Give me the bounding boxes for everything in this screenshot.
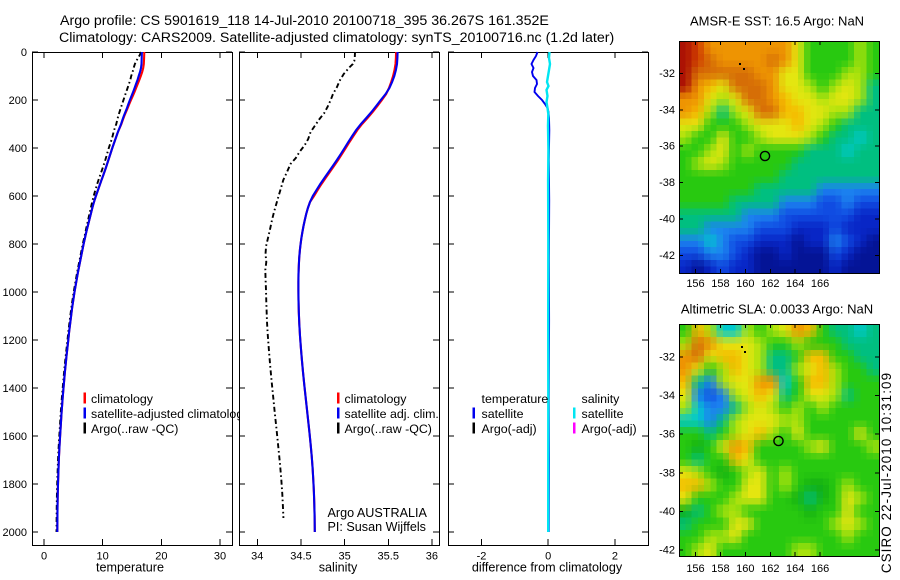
svg-text:158: 158: [711, 278, 729, 290]
svg-text:2: 2: [612, 551, 618, 563]
svg-text:35: 35: [338, 551, 350, 563]
svg-text:Argo(-adj): Argo(-adj): [582, 422, 637, 436]
svg-text:Altimetric SLA: 0.0033 Argo: N: Altimetric SLA: 0.0033 Argo: NaN: [681, 302, 873, 317]
svg-text:0: 0: [545, 551, 551, 563]
svg-text:0: 0: [41, 551, 47, 563]
svg-text:10: 10: [97, 551, 109, 563]
svg-text:-32: -32: [659, 352, 675, 364]
svg-text:1800: 1800: [3, 479, 27, 491]
svg-text:Argo(..raw -QC): Argo(..raw -QC): [91, 422, 178, 436]
svg-text:salinity: salinity: [319, 561, 358, 575]
svg-text:1200: 1200: [3, 335, 27, 347]
svg-text:162: 162: [761, 563, 779, 575]
svg-text:-40: -40: [659, 213, 675, 225]
svg-text:-2: -2: [477, 551, 487, 563]
svg-text:climatology: climatology: [345, 392, 408, 406]
svg-text:Argo(..raw -QC): Argo(..raw -QC): [345, 422, 432, 436]
svg-text:164: 164: [786, 278, 804, 290]
svg-text:-40: -40: [659, 506, 675, 518]
svg-text:0: 0: [21, 47, 27, 59]
svg-text:AMSR-E SST: 16.5 Argo: NaN: AMSR-E SST: 16.5 Argo: NaN: [690, 14, 864, 29]
svg-text:PI: Susan Wijffels: PI: Susan Wijffels: [328, 520, 426, 534]
svg-text:166: 166: [811, 563, 829, 575]
svg-text:satellite adj. clim.: satellite adj. clim.: [345, 407, 439, 421]
svg-text:34.5: 34.5: [290, 551, 311, 563]
svg-text:Argo AUSTRALIA: Argo AUSTRALIA: [328, 506, 428, 520]
svg-text:34: 34: [251, 551, 263, 563]
svg-text:160: 160: [736, 278, 754, 290]
svg-text:35.5: 35.5: [378, 551, 399, 563]
svg-text:-36: -36: [659, 141, 675, 153]
svg-text:-38: -38: [659, 177, 675, 189]
svg-text:30: 30: [214, 551, 226, 563]
svg-text:-42: -42: [659, 545, 675, 557]
svg-text:satellite: satellite: [582, 407, 624, 421]
svg-text:20: 20: [155, 551, 167, 563]
svg-text:Argo(-adj): Argo(-adj): [482, 422, 537, 436]
svg-text:158: 158: [711, 563, 729, 575]
svg-text:200: 200: [9, 95, 27, 107]
svg-text:difference from climatology: difference from climatology: [472, 561, 623, 575]
svg-text:400: 400: [9, 143, 27, 155]
svg-text:temperature: temperature: [482, 392, 549, 406]
svg-text:-42: -42: [659, 250, 675, 262]
svg-text:-34: -34: [659, 104, 675, 116]
svg-text:-36: -36: [659, 429, 675, 441]
svg-text:164: 164: [786, 563, 804, 575]
svg-text:1000: 1000: [3, 287, 27, 299]
svg-text:climatology: climatology: [91, 392, 154, 406]
svg-text:CSIRO 22-Jul-2010 10:31:09: CSIRO 22-Jul-2010 10:31:09: [879, 372, 894, 573]
svg-text:160: 160: [736, 563, 754, 575]
svg-text:1400: 1400: [3, 383, 27, 395]
svg-text:162: 162: [761, 278, 779, 290]
svg-text:600: 600: [9, 191, 27, 203]
svg-text:-34: -34: [659, 390, 675, 402]
svg-text:satellite-adjusted climatology: satellite-adjusted climatology: [91, 407, 250, 421]
svg-text:156: 156: [686, 278, 704, 290]
svg-text:satellite: satellite: [482, 407, 524, 421]
svg-text:Argo profile: CS 5901619_118 1: Argo profile: CS 5901619_118 14-Jul-2010…: [60, 13, 549, 29]
svg-text:800: 800: [9, 239, 27, 251]
svg-text:-32: -32: [659, 68, 675, 80]
svg-text:temperature: temperature: [96, 561, 164, 575]
svg-text:36: 36: [426, 551, 438, 563]
svg-text:156: 156: [686, 563, 704, 575]
svg-text:Climatology: CARS2009. Satelli: Climatology: CARS2009. Satellite-adjuste…: [59, 30, 614, 46]
svg-text:166: 166: [811, 278, 829, 290]
svg-text:1600: 1600: [3, 431, 27, 443]
svg-text:salinity: salinity: [582, 392, 621, 406]
svg-text:-38: -38: [659, 467, 675, 479]
svg-text:2000: 2000: [3, 527, 27, 539]
